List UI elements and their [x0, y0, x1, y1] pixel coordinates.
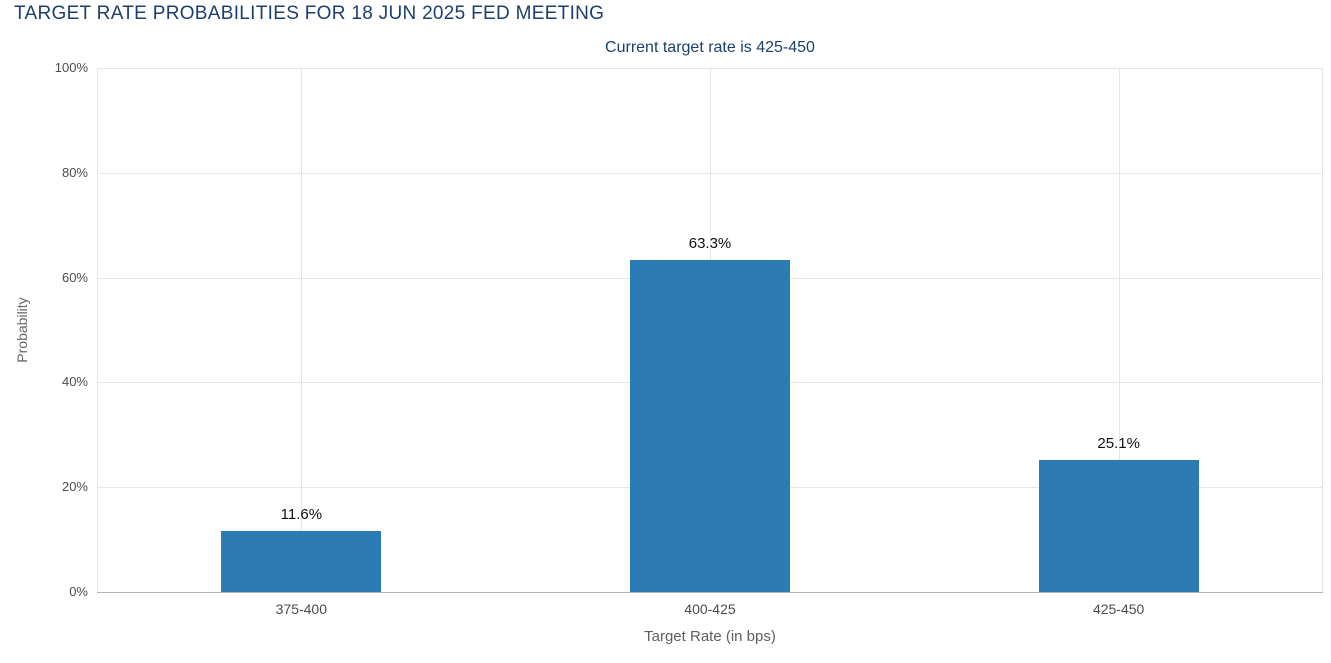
y-axis-tick-label: 20% [61, 479, 88, 495]
y-axis-tick-label: 80% [61, 164, 88, 180]
bar-value-label: 11.6% [280, 506, 323, 524]
bar-value-label: 25.1% [1097, 435, 1140, 453]
bar-value-label: 63.3% [688, 235, 732, 253]
x-gridline [1118, 68, 1120, 592]
plot-left-border [97, 68, 98, 592]
chart-title: TARGET RATE PROBABILITIES FOR 18 JUN 202… [14, 3, 605, 24]
y-axis-tick-label: 40% [61, 374, 88, 390]
x-gridline [301, 68, 303, 592]
chart-subtitle: Current target rate is 425-450 [605, 39, 815, 56]
plot-right-border [1322, 68, 1323, 592]
y-axis-tick-label: 100% [54, 60, 88, 75]
y-axis-tick-label: 60% [61, 269, 88, 285]
y-axis-tick-label: 0% [69, 584, 88, 599]
probability-bar[interactable] [221, 531, 382, 592]
probability-bar[interactable] [1038, 460, 1199, 592]
y-gridline [97, 592, 1323, 593]
x-axis-category-label: 375-400 [275, 601, 328, 617]
x-axis-category-label: 425-450 [1092, 601, 1145, 617]
plot-area: 11.6% 63.3% 25.1% [97, 68, 1323, 593]
y-axis-title: Probability [14, 297, 30, 363]
x-axis-title: Target Rate (in bps) [644, 628, 776, 645]
probability-bar[interactable] [630, 260, 790, 592]
x-axis-category-label: 400-425 [684, 601, 736, 617]
